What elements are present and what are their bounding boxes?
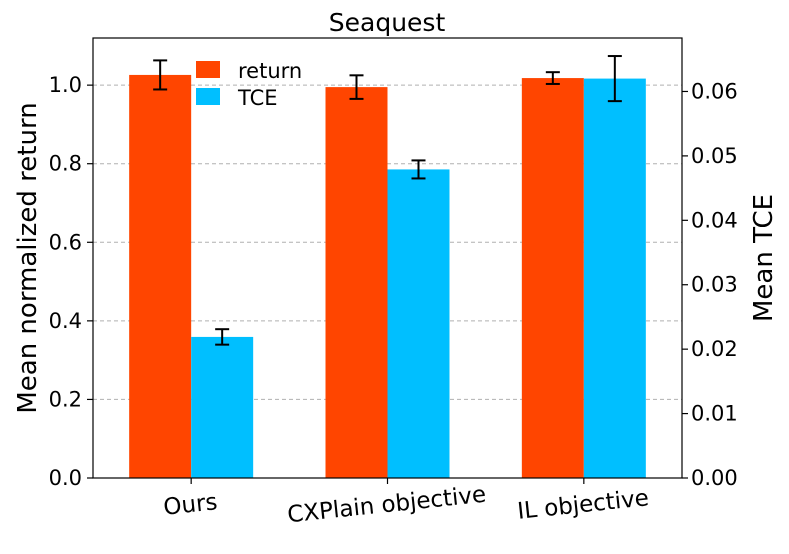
- x-tick-label: CXPlain objective: [286, 482, 487, 529]
- y-right-tick-label: 0.01: [691, 402, 738, 426]
- y-right-tick-label: 0.05: [691, 144, 738, 168]
- bar-return-2: [521, 78, 584, 479]
- legend: return TCE: [196, 59, 302, 110]
- y-right-tick-label: 0.03: [691, 273, 738, 297]
- left-axis-ticks: 0.0 0.2 0.4 0.6 0.8 1.0: [49, 73, 93, 490]
- bar-tce-0: [191, 336, 254, 478]
- y-left-tick-label: 0.4: [49, 309, 82, 333]
- y-axis-left-label: Mean normalized return: [13, 102, 43, 413]
- x-axis-ticks: Ours CXPlain objective IL objective: [162, 478, 650, 528]
- y-right-tick-label: 0.06: [691, 79, 738, 103]
- legend-swatch-tce: [196, 88, 220, 105]
- right-axis-ticks: 0.00 0.01 0.02 0.03 0.04 0.05 0.06: [682, 79, 738, 490]
- y-right-tick-label: 0.04: [691, 208, 738, 232]
- bars: [129, 74, 646, 479]
- y-left-tick-label: 0.2: [49, 387, 82, 411]
- bar-tce-2: [583, 78, 646, 478]
- bar-tce-1: [387, 169, 450, 478]
- y-axis-right-label: Mean TCE: [749, 194, 779, 322]
- chart-title: Seaquest: [329, 8, 446, 37]
- legend-label-return: return: [238, 59, 302, 83]
- x-tick-label: IL objective: [516, 485, 650, 525]
- x-tick-label: Ours: [162, 489, 219, 521]
- y-left-tick-label: 1.0: [49, 73, 82, 97]
- legend-swatch-return: [196, 61, 220, 78]
- error-bars: [153, 55, 622, 346]
- bar-return-1: [325, 87, 388, 478]
- y-left-tick-label: 0.8: [49, 152, 82, 176]
- bar-return-0: [129, 74, 192, 478]
- y-left-tick-label: 0.0: [49, 466, 82, 490]
- y-right-tick-label: 0.02: [691, 337, 738, 361]
- y-right-tick-label: 0.00: [691, 466, 738, 490]
- y-left-tick-label: 0.6: [49, 230, 82, 254]
- legend-label-tce: TCE: [237, 86, 278, 110]
